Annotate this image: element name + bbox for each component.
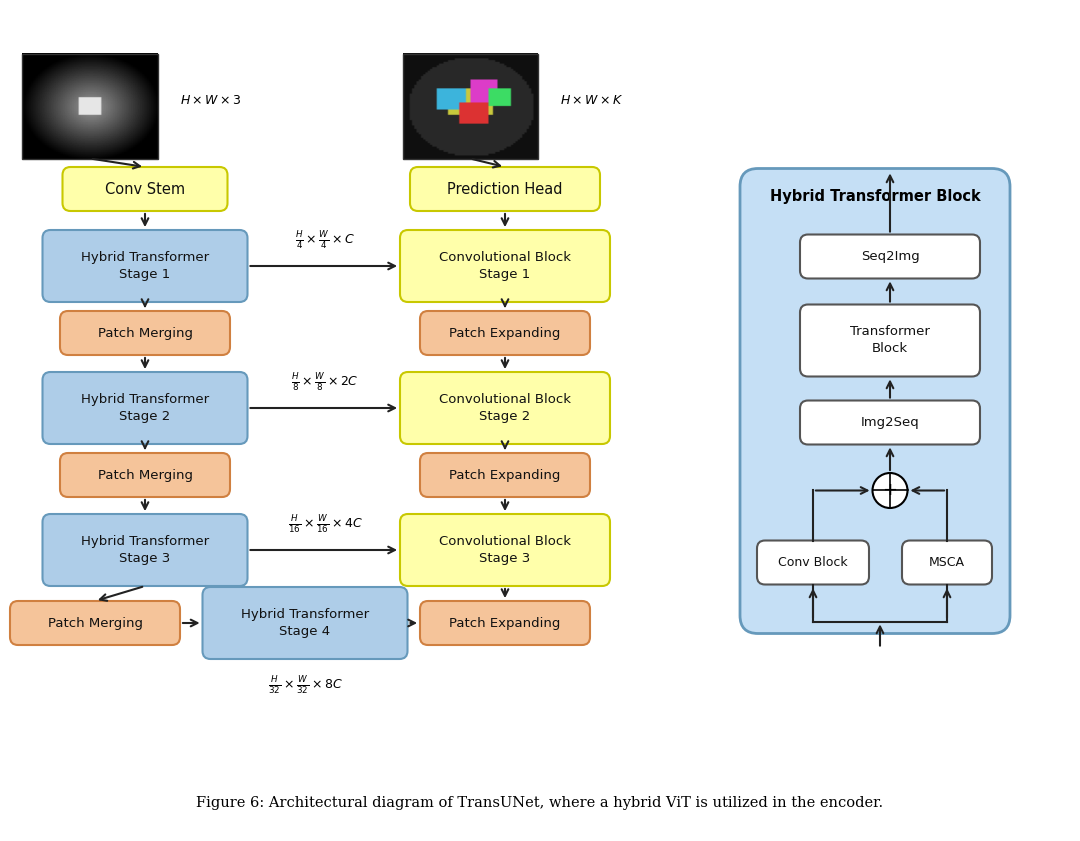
Text: Figure 6: Architectural diagram of TransUNet, where a hybrid ViT is utilized in : Figure 6: Architectural diagram of Trans… [197,796,883,810]
Text: Hybrid Transformer
Stage 2: Hybrid Transformer Stage 2 [81,393,210,423]
Text: Img2Seq: Img2Seq [861,416,919,429]
FancyBboxPatch shape [420,311,590,355]
Text: Hybrid Transformer Block: Hybrid Transformer Block [770,189,981,204]
Text: Patch Expanding: Patch Expanding [449,468,561,482]
Text: Patch Expanding: Patch Expanding [449,326,561,340]
Text: Patch Merging: Patch Merging [97,326,192,340]
Circle shape [873,473,907,508]
Bar [403,54,538,158]
FancyBboxPatch shape [800,304,980,377]
Text: $\frac{H}{32} \times \frac{W}{32} \times 8C$: $\frac{H}{32} \times \frac{W}{32} \times… [268,674,342,696]
FancyBboxPatch shape [400,230,610,302]
Text: Prediction Head: Prediction Head [447,182,563,197]
Text: Conv Stem: Conv Stem [105,182,185,197]
Text: $H \times W \times 3$: $H \times W \times 3$ [180,94,242,108]
FancyBboxPatch shape [740,168,1010,633]
FancyBboxPatch shape [60,311,230,355]
Text: Patch Expanding: Patch Expanding [449,616,561,630]
FancyBboxPatch shape [63,167,228,211]
FancyBboxPatch shape [10,601,180,645]
FancyBboxPatch shape [800,400,980,445]
FancyBboxPatch shape [42,372,247,444]
FancyBboxPatch shape [400,372,610,444]
Text: Hybrid Transformer
Stage 1: Hybrid Transformer Stage 1 [81,251,210,281]
Text: Hybrid Transformer
Stage 4: Hybrid Transformer Stage 4 [241,608,369,638]
FancyBboxPatch shape [757,541,869,584]
Text: Transformer
Block: Transformer Block [850,325,930,356]
FancyBboxPatch shape [203,587,407,659]
FancyBboxPatch shape [42,514,247,586]
Text: Hybrid Transformer
Stage 3: Hybrid Transformer Stage 3 [81,535,210,565]
Text: $\frac{H}{8} \times \frac{W}{8} \times 2C$: $\frac{H}{8} \times \frac{W}{8} \times 2… [292,371,359,393]
Text: MSCA: MSCA [929,556,966,569]
FancyBboxPatch shape [902,541,993,584]
FancyBboxPatch shape [410,167,600,211]
FancyBboxPatch shape [420,601,590,645]
Text: $\frac{H}{4} \times \frac{W}{4} \times C$: $\frac{H}{4} \times \frac{W}{4} \times C… [295,229,355,251]
FancyBboxPatch shape [420,453,590,497]
FancyBboxPatch shape [800,235,980,278]
Text: Patch Merging: Patch Merging [48,616,143,630]
Bar [23,54,158,158]
Text: Convolutional Block
Stage 3: Convolutional Block Stage 3 [438,535,571,565]
Text: $H \times W \times K$: $H \times W \times K$ [561,94,623,108]
Text: $\frac{H}{16} \times \frac{W}{16} \times 4C$: $\frac{H}{16} \times \frac{W}{16} \times… [287,513,363,535]
Text: +: + [882,482,897,500]
FancyBboxPatch shape [400,514,610,586]
FancyBboxPatch shape [60,453,230,497]
Text: Convolutional Block
Stage 2: Convolutional Block Stage 2 [438,393,571,423]
Text: Convolutional Block
Stage 1: Convolutional Block Stage 1 [438,251,571,281]
Text: Seq2Img: Seq2Img [861,250,919,263]
Text: Patch Merging: Patch Merging [97,468,192,482]
FancyBboxPatch shape [42,230,247,302]
Text: Conv Block: Conv Block [779,556,848,569]
